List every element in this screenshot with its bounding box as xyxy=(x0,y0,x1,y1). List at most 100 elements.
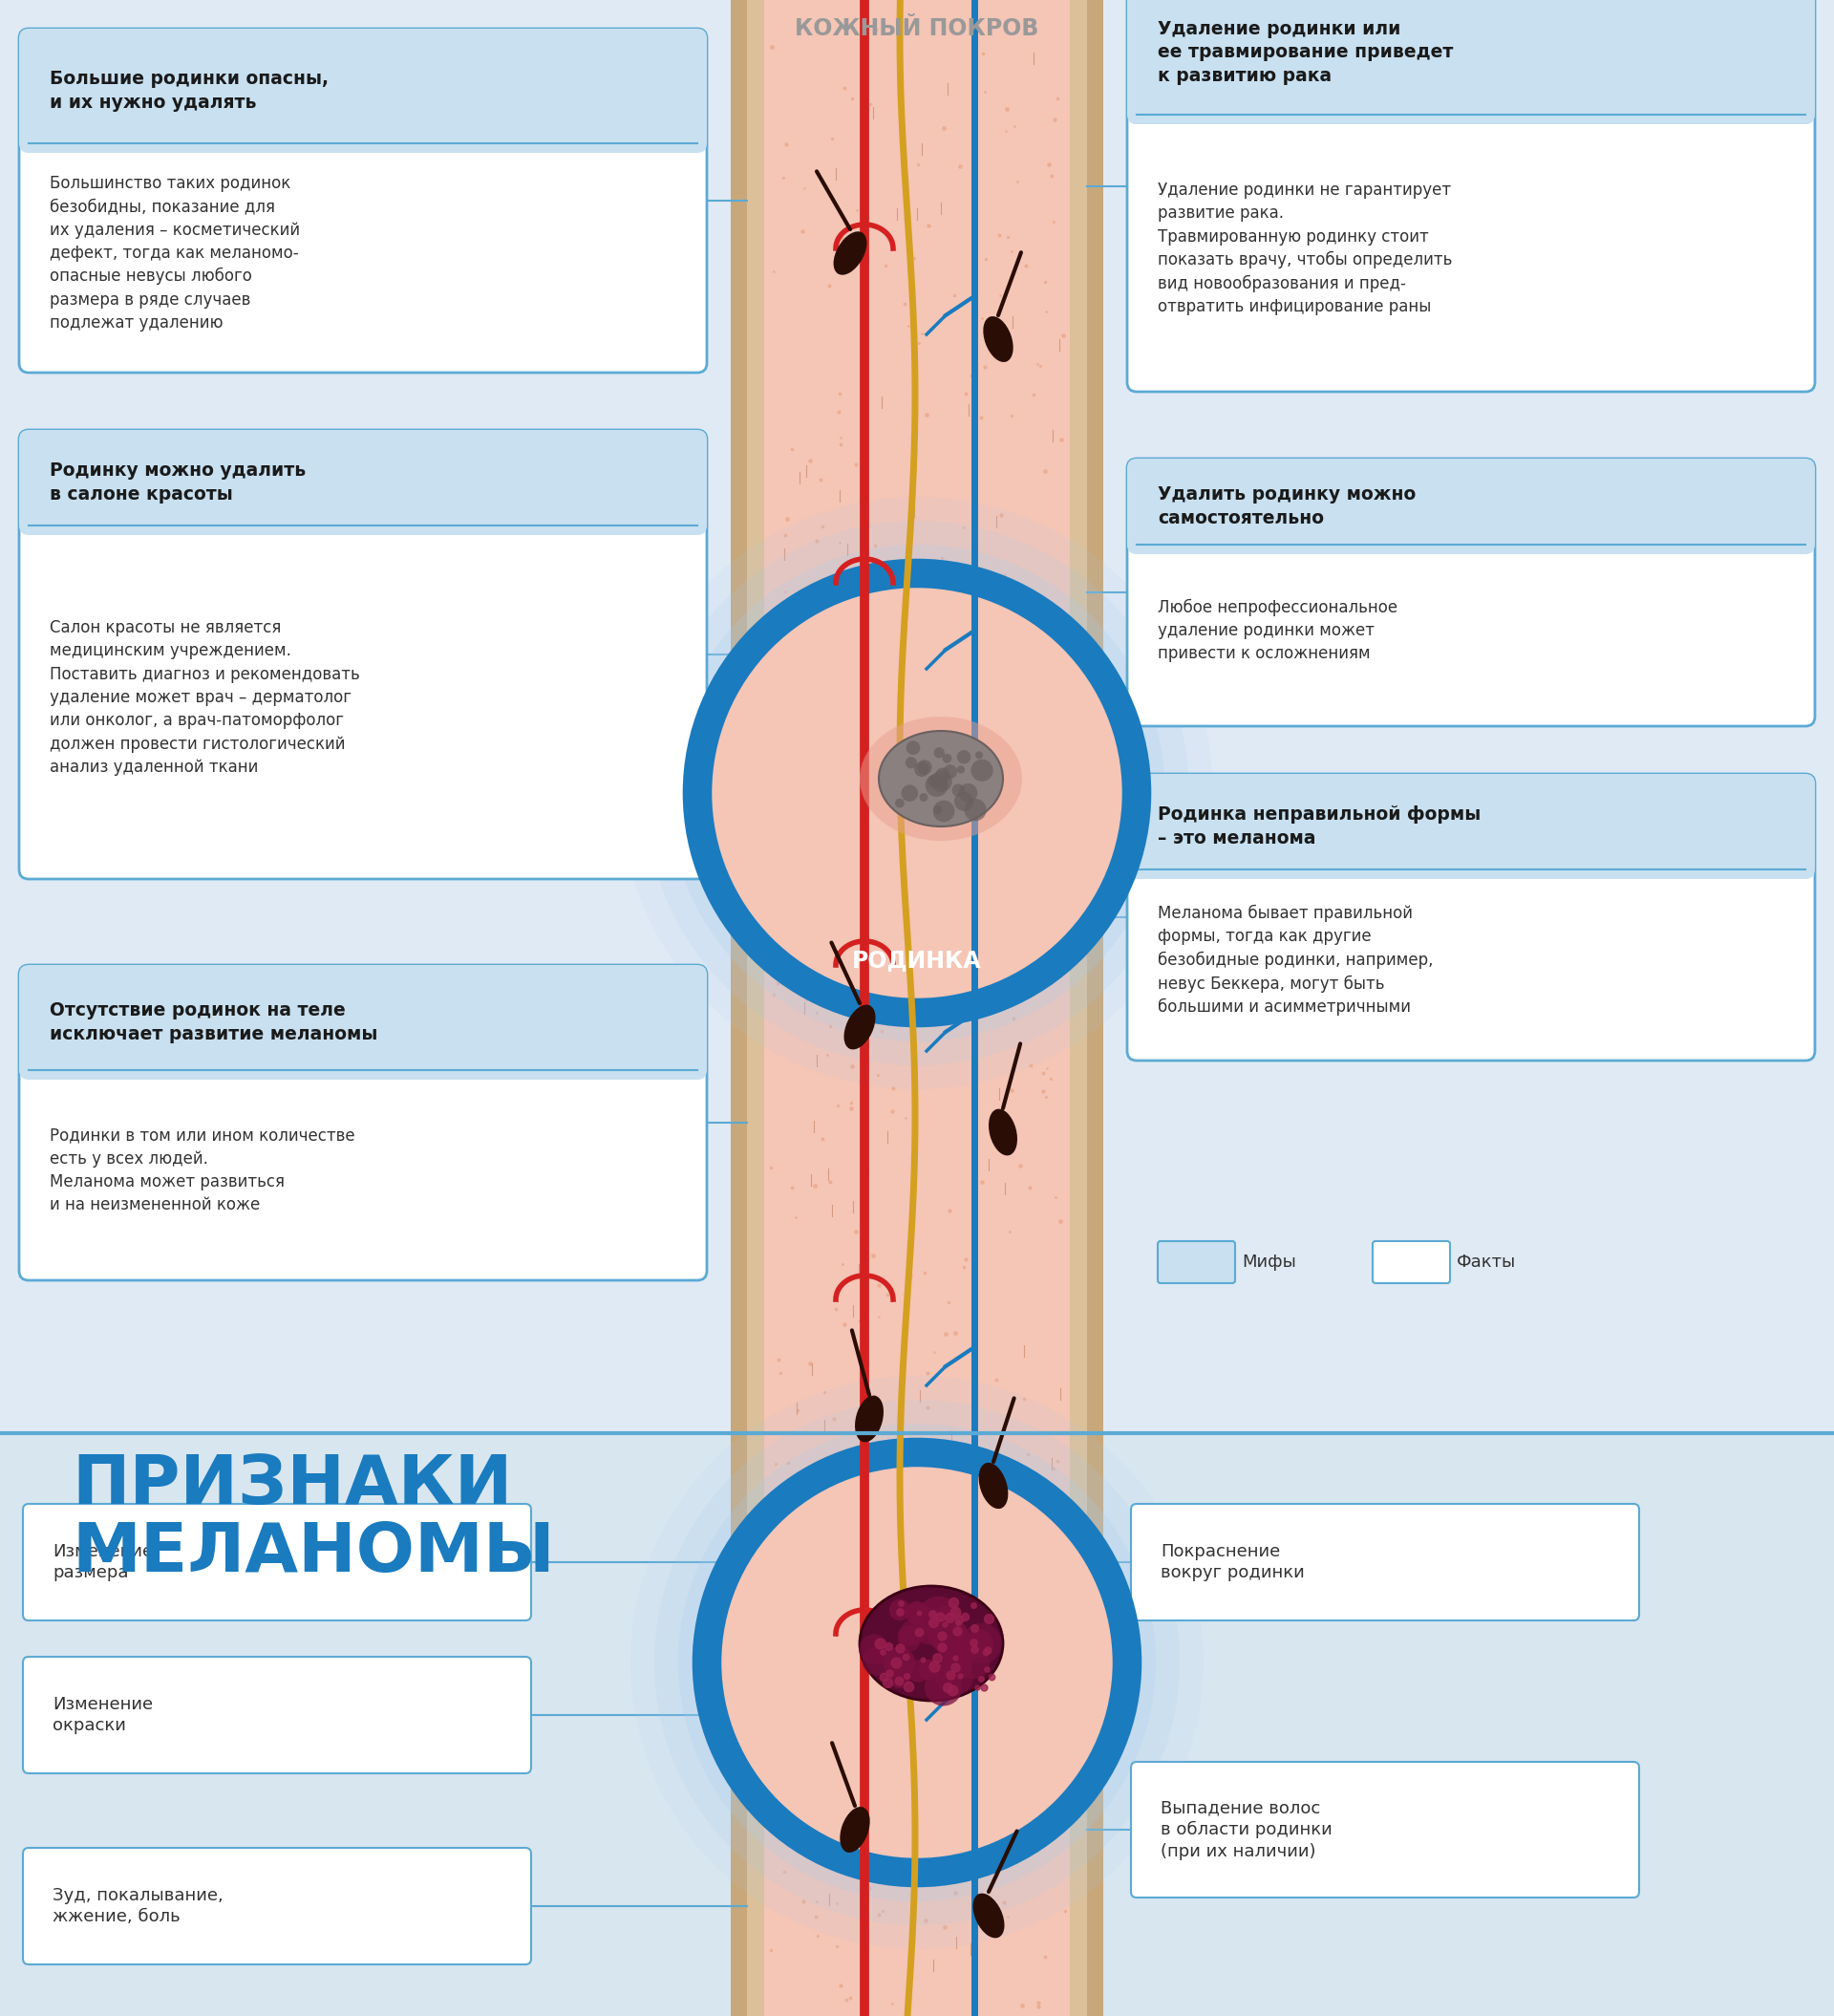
Circle shape xyxy=(897,1625,919,1647)
Circle shape xyxy=(900,1619,926,1645)
Text: Выпадение волос
в области родинки
(при их наличии): Выпадение волос в области родинки (при и… xyxy=(1161,1798,1331,1861)
Circle shape xyxy=(908,1659,930,1681)
Circle shape xyxy=(919,1659,939,1679)
Circle shape xyxy=(976,752,983,758)
FancyBboxPatch shape xyxy=(18,429,706,534)
Text: Родинка неправильной формы
– это меланома: Родинка неправильной формы – это меланом… xyxy=(1157,806,1480,847)
Circle shape xyxy=(622,496,1212,1089)
Circle shape xyxy=(679,1423,1155,1901)
Circle shape xyxy=(631,1375,1203,1949)
Bar xyxy=(0,1433,1834,2016)
Circle shape xyxy=(939,780,946,788)
Circle shape xyxy=(970,760,992,782)
Circle shape xyxy=(900,784,919,802)
Circle shape xyxy=(934,800,956,823)
FancyBboxPatch shape xyxy=(1132,1504,1640,1621)
Circle shape xyxy=(669,544,1165,1042)
Circle shape xyxy=(934,748,945,758)
Ellipse shape xyxy=(878,732,1003,827)
FancyBboxPatch shape xyxy=(1128,774,1816,1060)
Circle shape xyxy=(706,1452,1128,1873)
FancyBboxPatch shape xyxy=(22,1657,532,1774)
Circle shape xyxy=(889,1665,911,1687)
Text: Меланома бывает правильной
формы, тогда как другие
безобидные родинки, например,: Меланома бывает правильной формы, тогда … xyxy=(1157,905,1434,1016)
Circle shape xyxy=(935,768,950,782)
FancyBboxPatch shape xyxy=(1132,1762,1640,1897)
Circle shape xyxy=(895,798,904,808)
Text: Салон красоты не является
медицинским учреждением.
Поставить диагноз и рекомендо: Салон красоты не является медицинским уч… xyxy=(50,619,359,776)
Text: Покраснение
вокруг родинки: Покраснение вокруг родинки xyxy=(1161,1542,1304,1583)
Circle shape xyxy=(889,1599,910,1621)
FancyBboxPatch shape xyxy=(18,966,706,1081)
Circle shape xyxy=(954,792,974,810)
Circle shape xyxy=(952,784,965,796)
Ellipse shape xyxy=(979,1464,1009,1508)
Text: КОЖНЫЙ ПОКРОВ: КОЖНЫЙ ПОКРОВ xyxy=(794,18,1040,40)
Bar xyxy=(765,0,1069,2016)
Text: Родинки в том или ином количестве
есть у всех людей.
Меланома может развиться
и : Родинки в том или ином количестве есть у… xyxy=(50,1127,356,1214)
Circle shape xyxy=(906,740,921,754)
Circle shape xyxy=(943,754,952,764)
Ellipse shape xyxy=(860,1587,1003,1702)
Ellipse shape xyxy=(972,1893,1005,1937)
Circle shape xyxy=(919,792,928,802)
Text: Удалить родинку можно
самостоятельно: Удалить родинку можно самостоятельно xyxy=(1157,486,1416,526)
Text: ПРИЗНАКИ
МЕЛАНОМЫ: ПРИЗНАКИ МЕЛАНОМЫ xyxy=(72,1452,554,1587)
FancyBboxPatch shape xyxy=(18,28,706,373)
Text: Отсутствие родинок на теле
исключает развитие меланомы: Отсутствие родинок на теле исключает раз… xyxy=(50,1002,378,1042)
Ellipse shape xyxy=(833,232,867,274)
FancyBboxPatch shape xyxy=(1128,0,1816,391)
Text: Любое непрофессиональное
удаление родинки может
привести к осложнениям: Любое непрофессиональное удаление родинк… xyxy=(1157,599,1398,663)
FancyBboxPatch shape xyxy=(18,28,706,153)
Circle shape xyxy=(928,774,941,788)
Circle shape xyxy=(941,1647,972,1679)
Text: Родинку можно удалить
в салоне красоты: Родинку можно удалить в салоне красоты xyxy=(50,462,306,504)
Ellipse shape xyxy=(844,1004,875,1050)
Circle shape xyxy=(935,1657,974,1695)
Circle shape xyxy=(646,520,1188,1064)
FancyBboxPatch shape xyxy=(1128,0,1816,125)
FancyBboxPatch shape xyxy=(18,429,706,879)
Circle shape xyxy=(911,1607,948,1645)
Text: РОДИНКА: РОДИНКА xyxy=(853,950,981,972)
FancyBboxPatch shape xyxy=(22,1504,532,1621)
Text: Мифы: Мифы xyxy=(1242,1254,1297,1270)
Circle shape xyxy=(932,770,952,792)
Circle shape xyxy=(655,1399,1179,1925)
FancyBboxPatch shape xyxy=(22,1849,532,1964)
Circle shape xyxy=(959,784,978,802)
Circle shape xyxy=(906,756,917,768)
Ellipse shape xyxy=(989,1109,1018,1155)
Text: Большинство таких родинок
безобидны, показание для
их удаления – косметический
д: Большинство таких родинок безобидны, пок… xyxy=(50,175,301,331)
Circle shape xyxy=(882,1647,915,1679)
Text: Факты: Факты xyxy=(1456,1254,1517,1270)
Bar xyxy=(746,0,1088,2016)
Ellipse shape xyxy=(983,317,1012,363)
Text: Удаление родинки или
ее травмирование приведет
к развитию рака: Удаление родинки или ее травмирование пр… xyxy=(1157,20,1453,85)
Circle shape xyxy=(932,1621,970,1657)
Circle shape xyxy=(924,1667,963,1706)
Circle shape xyxy=(899,1631,921,1651)
Bar xyxy=(0,0,1834,1433)
Circle shape xyxy=(926,774,948,796)
Circle shape xyxy=(917,760,932,774)
Circle shape xyxy=(697,573,1137,1012)
Circle shape xyxy=(961,1623,1001,1663)
FancyBboxPatch shape xyxy=(18,966,706,1280)
Circle shape xyxy=(906,1601,928,1625)
Circle shape xyxy=(950,1623,967,1639)
Circle shape xyxy=(862,1647,891,1675)
Circle shape xyxy=(943,764,957,778)
Circle shape xyxy=(957,750,970,764)
FancyBboxPatch shape xyxy=(1372,1242,1451,1282)
Circle shape xyxy=(858,1635,889,1665)
Text: Изменение
окраски: Изменение окраски xyxy=(53,1695,152,1734)
Circle shape xyxy=(934,1605,961,1635)
Circle shape xyxy=(957,1647,990,1679)
Circle shape xyxy=(952,1639,972,1659)
Circle shape xyxy=(919,1597,959,1637)
Text: Изменение
размера: Изменение размера xyxy=(53,1542,152,1583)
FancyBboxPatch shape xyxy=(1157,1242,1234,1282)
FancyBboxPatch shape xyxy=(1128,458,1816,726)
FancyBboxPatch shape xyxy=(1128,458,1816,554)
